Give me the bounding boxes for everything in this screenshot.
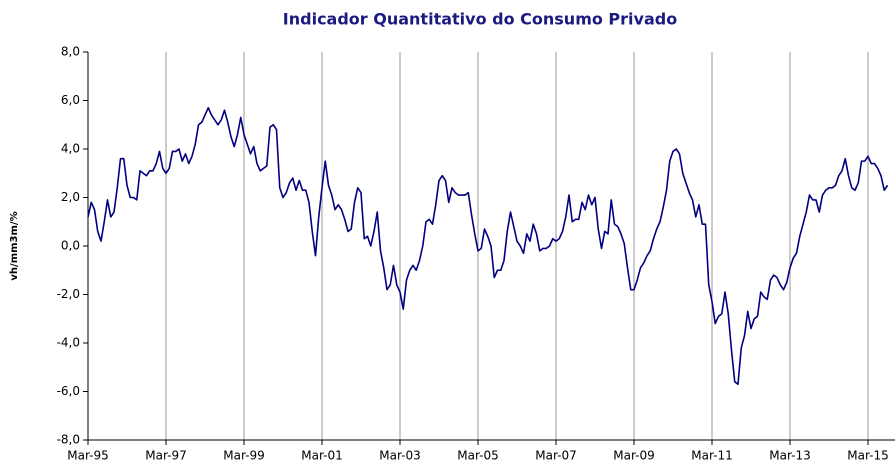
x-tick-label: Mar-11 [691,449,732,463]
x-tick-label: Mar-09 [613,449,654,463]
y-axis-label: vh/mm3m/% [9,211,20,280]
x-tick-label: Mar-03 [379,449,420,463]
x-tick-label: Mar-07 [535,449,576,463]
x-tick-label: Mar-13 [769,449,810,463]
y-tick-label: 8,0 [61,45,80,59]
chart-title: Indicador Quantitativo do Consumo Privad… [283,10,677,29]
series-line [87,106,889,386]
x-tick-label: Mar-05 [457,449,498,463]
x-tick-label: Mar-95 [67,449,108,463]
x-tick-label: Mar-99 [223,449,264,463]
x-tick-label: Mar-01 [301,449,342,463]
x-tick-label: Mar-15 [847,449,888,463]
y-tick-label: 2,0 [61,190,80,204]
y-tick-label: -8,0 [57,433,80,447]
x-tick-label: Mar-97 [145,449,186,463]
y-tick-label: 6,0 [61,93,80,107]
y-tick-label: -4,0 [57,336,80,350]
y-tick-label: -2,0 [57,287,80,301]
y-tick-label: 4,0 [61,142,80,156]
y-tick-label: -6,0 [57,384,80,398]
y-tick-label: 0,0 [61,239,80,253]
